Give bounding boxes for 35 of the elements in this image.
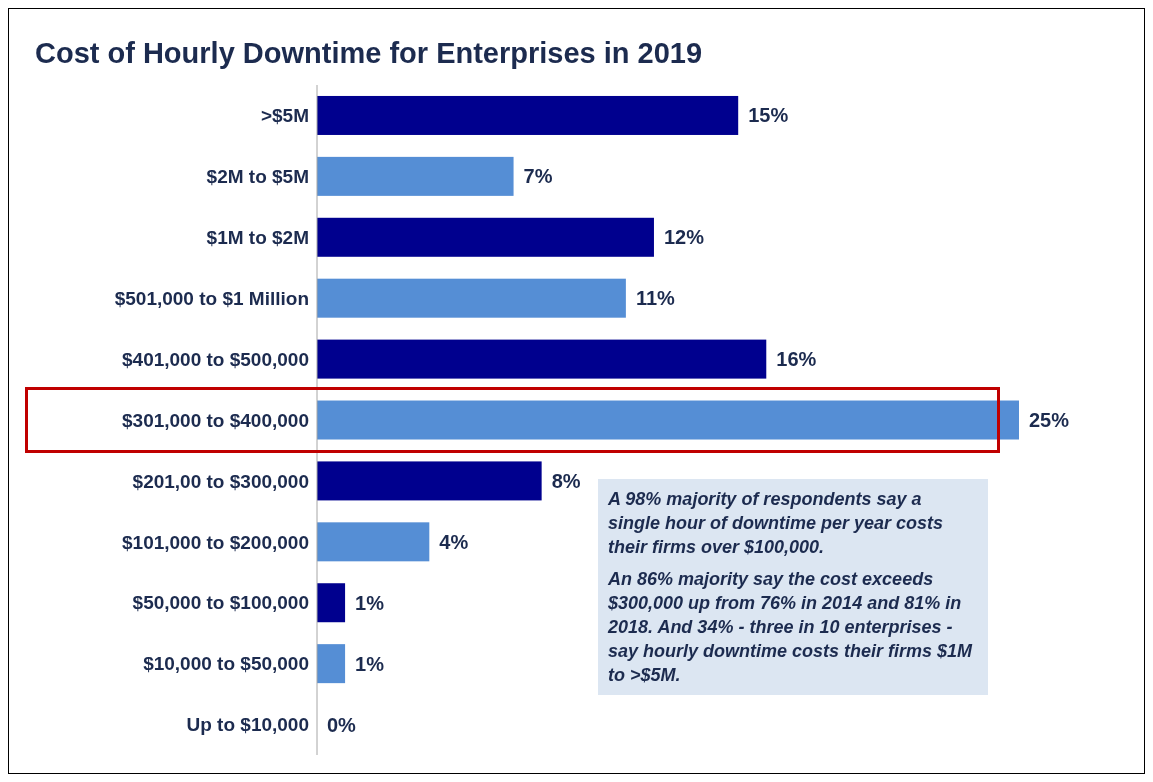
data-label: 15% (748, 104, 789, 127)
data-label: 4% (439, 530, 469, 553)
data-label: 1% (355, 591, 385, 614)
annotation: A 98% majority of respondents say a single hour of downtime per year costs their firms over $100,000. (608, 488, 945, 559)
data-label: 1% (355, 652, 385, 675)
y-tick-label: $101,000 to $200,000 (122, 531, 309, 553)
y-tick-label: $50,000 to $100,000 (132, 592, 309, 614)
y-tick-label: $10,000 to $50,000 (143, 653, 309, 675)
bar (317, 400, 1019, 440)
bar (317, 339, 767, 379)
y-tick-label: $201,00 to $300,000 (132, 470, 309, 492)
y-tick-label: $1M to $2M (206, 227, 309, 249)
chart-title: Cost of Hourly Downtime for Enterprises in 2019 (35, 37, 703, 70)
y-tick-label: $2M to $5M (206, 166, 309, 188)
data-label: 8% (551, 469, 581, 492)
data-label: 0% (327, 713, 357, 736)
y-tick-label: $401,000 to $500,000 (122, 348, 309, 370)
bar (317, 217, 654, 257)
data-label: 16% (776, 348, 817, 371)
bar (317, 95, 739, 135)
data-label: 12% (663, 226, 705, 249)
y-tick-label: >$5M (260, 105, 309, 127)
annotation: An 86% majority say the cost exceeds $300,000 up from 76% in 2014 and 81% in 2018. And 34% - three in 10 enterprises - say hourly downtime costs their firms $1M to >$5M. (608, 568, 974, 687)
bar (317, 156, 514, 196)
bar (317, 644, 346, 684)
bar (317, 278, 626, 318)
y-tick-label: Up to $10,000 (186, 714, 309, 736)
data-label: 25% (1029, 409, 1070, 432)
bar (317, 583, 346, 623)
bar (317, 461, 542, 501)
bar (317, 522, 430, 562)
data-label: 7% (523, 165, 553, 188)
data-label: 11% (635, 287, 676, 310)
y-tick-label: $501,000 to $1 Million (114, 287, 309, 309)
y-tick-label: $301,000 to $400,000 (122, 409, 309, 431)
